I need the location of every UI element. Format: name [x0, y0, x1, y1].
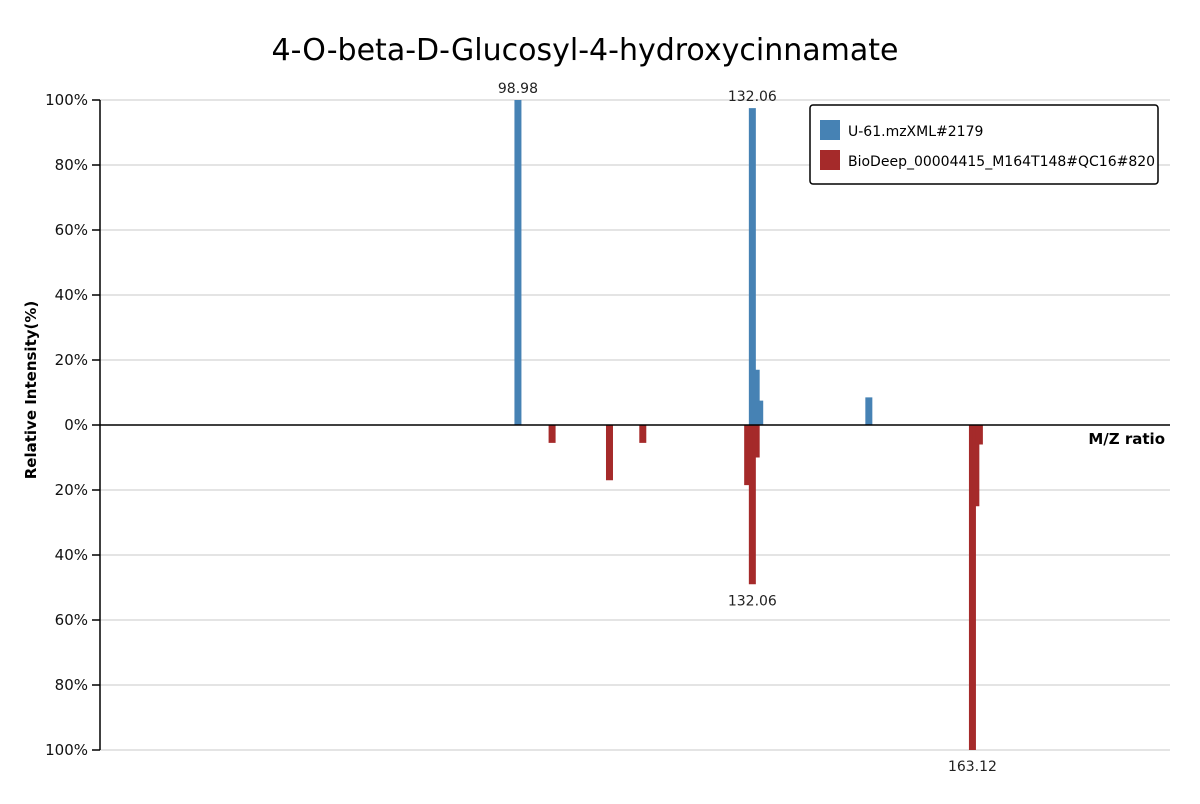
bars	[514, 100, 983, 750]
y-tick-label: 80%	[55, 676, 88, 694]
peak-label: 98.98	[498, 81, 538, 97]
legend-label-series-1: U-61.mzXML#2179	[848, 124, 983, 140]
y-tick-label: 40%	[55, 546, 88, 564]
legend-label-series-2: BioDeep_00004415_M164T148#QC16#820	[848, 154, 1155, 170]
y-tick-label: 20%	[55, 351, 88, 369]
peak-bar-series-2	[748, 425, 756, 585]
y-tick-label: 60%	[55, 221, 88, 239]
peak-labels: 98.98 132.06 132.06 163.12	[498, 81, 997, 775]
peak-bar-series-2	[548, 425, 556, 443]
y-tick-label: 80%	[55, 156, 88, 174]
legend-swatch-series-1	[820, 120, 840, 140]
grid	[100, 99, 1170, 751]
legend-box	[809, 104, 1159, 185]
peak-label: 132.06	[728, 593, 777, 609]
peak-bar-series-2	[605, 425, 613, 481]
y-axis-label: Relative Intensity(%)	[22, 301, 40, 480]
x-axis-label: M/Z ratio	[1088, 430, 1165, 448]
peak-bar-series-1	[514, 100, 522, 425]
y-tick-label: 100%	[45, 741, 88, 759]
peak-bar-series-2	[972, 425, 980, 507]
y-tick-label: 40%	[55, 286, 88, 304]
y-tick-label: 100%	[45, 91, 88, 109]
legend: U-61.mzXML#2179 BioDeep_00004415_M164T14…	[809, 104, 1159, 185]
y-tick-label: 0%	[64, 416, 88, 434]
peak-bar-series-2	[975, 425, 983, 445]
peak-label: 132.06	[728, 89, 777, 105]
chart-title: 4-O-beta-D-Glucosyl-4-hydroxycinnamate	[272, 33, 899, 68]
legend-swatch-series-2	[820, 150, 840, 170]
peak-bar-series-2	[744, 425, 752, 486]
peak-bar-series-2	[968, 425, 976, 750]
y-tick-label: 60%	[55, 611, 88, 629]
y-ticks: 100% 80% 60% 40% 20% 0% 20% 40% 60% 80% 100%	[45, 91, 100, 759]
peak-bar-series-2	[639, 425, 647, 443]
peak-bar-series-1	[748, 108, 756, 425]
y-tick-label: 20%	[55, 481, 88, 499]
peak-bar-series-1	[752, 369, 760, 425]
peak-bar-series-1	[865, 397, 873, 425]
peak-bar-series-2	[752, 425, 760, 458]
peak-bar-series-1	[756, 400, 764, 425]
axes	[99, 100, 1170, 750]
peak-label: 163.12	[948, 759, 997, 775]
